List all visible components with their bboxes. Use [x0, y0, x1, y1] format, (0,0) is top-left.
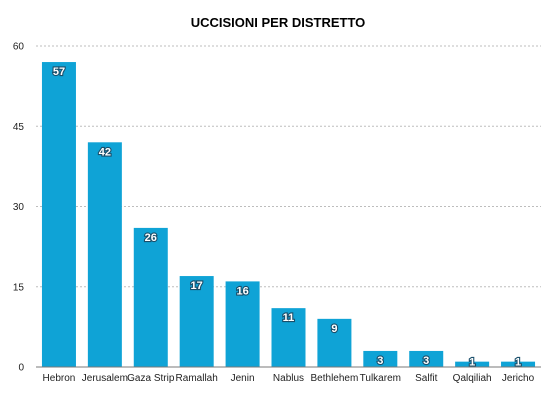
x-tick-label: Bethlehem: [311, 373, 359, 384]
y-tick-label: 60: [13, 42, 25, 53]
data-label: 1: [469, 357, 475, 369]
bar: [501, 361, 536, 367]
bar: [87, 142, 122, 367]
x-axis-ticks: Hebron Jerusalem Gaza Strip Ramallah Jenin Na…: [43, 373, 535, 384]
y-tick-label: 45: [13, 122, 25, 133]
x-tick-label: Hebron: [43, 373, 76, 384]
y-tick-label: 0: [18, 363, 24, 374]
data-label: 1: [515, 357, 521, 369]
x-tick-label: Salfit: [415, 373, 437, 384]
data-label: 57: [53, 66, 65, 78]
x-tick-label: Ramallah: [176, 373, 218, 384]
data-label: 3: [377, 355, 383, 367]
data-label: 26: [145, 232, 157, 244]
bar: [271, 308, 306, 367]
x-tick-label: Nablus: [273, 373, 304, 384]
x-tick-label: Gaza Strip: [127, 373, 175, 384]
chart-title: UCCISIONI PER DISTRETTO: [191, 15, 366, 30]
data-label: 17: [191, 280, 203, 292]
data-label: 11: [283, 312, 295, 324]
x-tick-label: Tulkarem: [360, 373, 401, 384]
data-label: 16: [236, 285, 248, 297]
y-tick-label: 15: [13, 282, 25, 293]
bar: [409, 350, 444, 367]
x-tick-label: Jerusalem: [82, 373, 128, 384]
y-axis-ticks: 0 15 30 45 60: [13, 42, 25, 374]
x-tick-label: Qalqiliah: [453, 373, 492, 384]
bar: [41, 62, 76, 368]
data-label: 9: [331, 323, 337, 335]
bar: [363, 350, 398, 367]
bar: [225, 281, 260, 367]
data-label: 3: [423, 355, 429, 367]
bar: [133, 227, 168, 367]
bar: [179, 276, 214, 367]
bars: [41, 62, 536, 368]
y-tick-label: 30: [13, 202, 25, 213]
bar: [455, 361, 490, 367]
x-tick-label: Jericho: [502, 373, 535, 384]
data-label: 42: [99, 146, 111, 158]
x-tick-label: Jenin: [231, 373, 255, 384]
bar: [317, 318, 352, 367]
